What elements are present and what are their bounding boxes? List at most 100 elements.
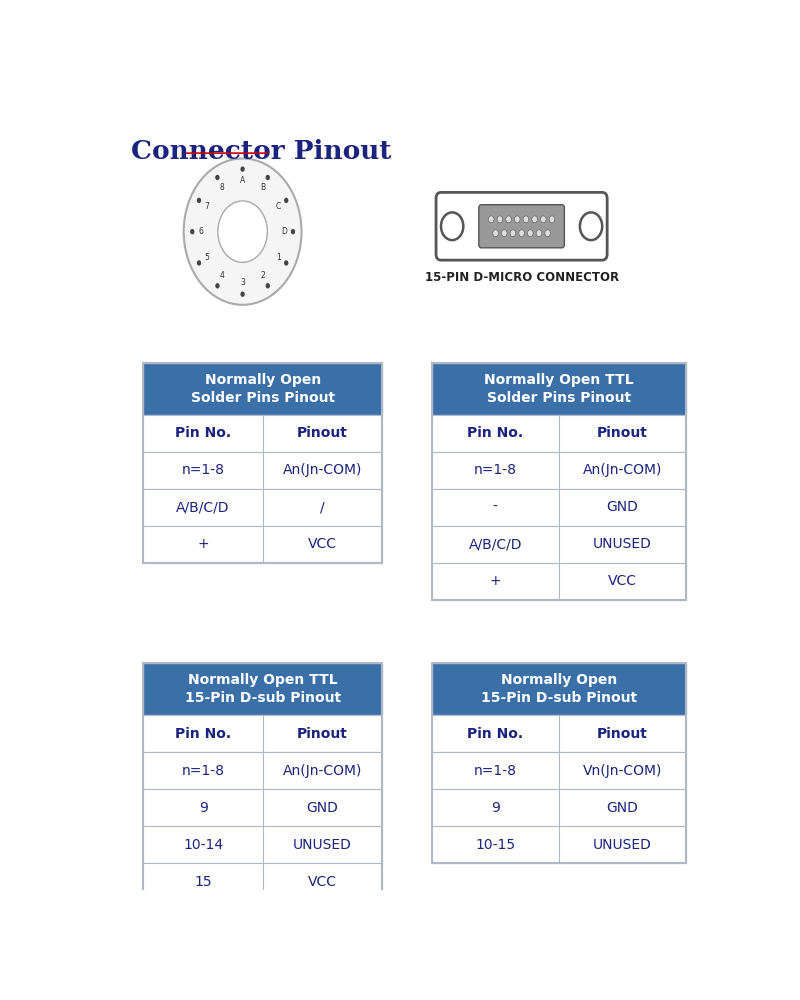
FancyBboxPatch shape	[262, 489, 382, 526]
FancyBboxPatch shape	[558, 563, 686, 600]
Text: n=1-8: n=1-8	[182, 764, 225, 778]
Text: 3: 3	[240, 278, 245, 287]
Circle shape	[545, 230, 550, 237]
Text: /: /	[320, 500, 325, 514]
Text: GND: GND	[606, 500, 638, 514]
Text: 10-14: 10-14	[183, 838, 223, 852]
FancyBboxPatch shape	[558, 452, 686, 489]
Text: An(Jn-COM): An(Jn-COM)	[282, 463, 362, 477]
Text: Normally Open TTL
Solder Pins Pinout: Normally Open TTL Solder Pins Pinout	[484, 373, 634, 405]
Circle shape	[510, 230, 516, 237]
Text: 15: 15	[194, 875, 212, 889]
Text: Normally Open TTL
15-Pin D-sub Pinout: Normally Open TTL 15-Pin D-sub Pinout	[185, 673, 341, 705]
Circle shape	[549, 216, 554, 223]
FancyBboxPatch shape	[432, 363, 686, 415]
FancyBboxPatch shape	[436, 192, 607, 260]
FancyBboxPatch shape	[262, 415, 382, 452]
Circle shape	[493, 230, 498, 237]
Text: 7: 7	[205, 202, 210, 211]
Text: +: +	[198, 537, 209, 551]
Text: UNUSED: UNUSED	[593, 537, 652, 551]
FancyBboxPatch shape	[262, 452, 382, 489]
Text: Connector Pinout: Connector Pinout	[131, 139, 391, 164]
Text: n=1-8: n=1-8	[474, 463, 517, 477]
Text: Normally Open
15-Pin D-sub Pinout: Normally Open 15-Pin D-sub Pinout	[481, 673, 637, 705]
Circle shape	[197, 198, 201, 203]
Circle shape	[519, 230, 524, 237]
Text: 10-15: 10-15	[475, 838, 515, 852]
Text: Pin No.: Pin No.	[175, 727, 231, 741]
Circle shape	[241, 291, 245, 297]
Text: UNUSED: UNUSED	[293, 838, 352, 852]
Text: UNUSED: UNUSED	[593, 838, 652, 852]
Text: Pin No.: Pin No.	[175, 426, 231, 440]
Circle shape	[506, 216, 511, 223]
Circle shape	[532, 216, 538, 223]
Circle shape	[497, 216, 502, 223]
Text: Pin No.: Pin No.	[467, 727, 523, 741]
Circle shape	[441, 212, 463, 240]
Text: Vn(Jn-COM): Vn(Jn-COM)	[582, 764, 662, 778]
Text: n=1-8: n=1-8	[474, 764, 517, 778]
Text: +: +	[490, 574, 501, 588]
FancyBboxPatch shape	[558, 826, 686, 863]
Text: Pin No.: Pin No.	[467, 426, 523, 440]
Circle shape	[266, 175, 270, 180]
Circle shape	[541, 216, 546, 223]
FancyBboxPatch shape	[432, 752, 558, 789]
FancyBboxPatch shape	[143, 415, 262, 452]
Circle shape	[523, 216, 529, 223]
FancyBboxPatch shape	[143, 715, 262, 752]
Text: Pinout: Pinout	[597, 727, 648, 741]
Circle shape	[266, 283, 270, 289]
FancyBboxPatch shape	[262, 826, 382, 863]
FancyBboxPatch shape	[262, 863, 382, 900]
FancyBboxPatch shape	[432, 663, 686, 715]
FancyBboxPatch shape	[262, 789, 382, 826]
FancyBboxPatch shape	[262, 715, 382, 752]
FancyBboxPatch shape	[143, 789, 262, 826]
FancyBboxPatch shape	[143, 663, 382, 715]
FancyBboxPatch shape	[143, 752, 262, 789]
FancyBboxPatch shape	[143, 826, 262, 863]
FancyBboxPatch shape	[432, 526, 558, 563]
Circle shape	[527, 230, 533, 237]
FancyBboxPatch shape	[558, 489, 686, 526]
Text: A: A	[240, 176, 246, 185]
Text: Pinout: Pinout	[597, 426, 648, 440]
Circle shape	[290, 229, 295, 234]
Text: 5: 5	[205, 253, 210, 262]
Text: GND: GND	[606, 801, 638, 815]
FancyBboxPatch shape	[558, 715, 686, 752]
FancyBboxPatch shape	[262, 752, 382, 789]
Text: An(Jn-COM): An(Jn-COM)	[582, 463, 662, 477]
Circle shape	[580, 212, 602, 240]
FancyBboxPatch shape	[143, 863, 262, 900]
Circle shape	[514, 216, 520, 223]
FancyBboxPatch shape	[143, 363, 382, 415]
Text: D: D	[281, 227, 286, 236]
Text: 2: 2	[261, 271, 266, 280]
Circle shape	[184, 158, 302, 305]
Circle shape	[218, 201, 267, 262]
FancyBboxPatch shape	[432, 826, 558, 863]
Circle shape	[502, 230, 507, 237]
Text: 8: 8	[220, 183, 224, 192]
FancyBboxPatch shape	[432, 563, 558, 600]
Text: 1: 1	[276, 253, 281, 262]
Text: B: B	[261, 183, 266, 192]
Text: -: -	[493, 500, 498, 514]
Circle shape	[489, 216, 494, 223]
Text: 15-PIN D-MICRO CONNECTOR: 15-PIN D-MICRO CONNECTOR	[425, 271, 618, 284]
Text: A/B/C/D: A/B/C/D	[469, 537, 522, 551]
FancyBboxPatch shape	[262, 526, 382, 563]
Circle shape	[241, 166, 245, 172]
Text: VCC: VCC	[308, 875, 337, 889]
Text: VCC: VCC	[608, 574, 637, 588]
Circle shape	[197, 260, 201, 266]
FancyBboxPatch shape	[558, 752, 686, 789]
Text: C: C	[276, 202, 281, 211]
Text: n=1-8: n=1-8	[182, 463, 225, 477]
Text: 9: 9	[491, 801, 500, 815]
Circle shape	[190, 229, 194, 234]
